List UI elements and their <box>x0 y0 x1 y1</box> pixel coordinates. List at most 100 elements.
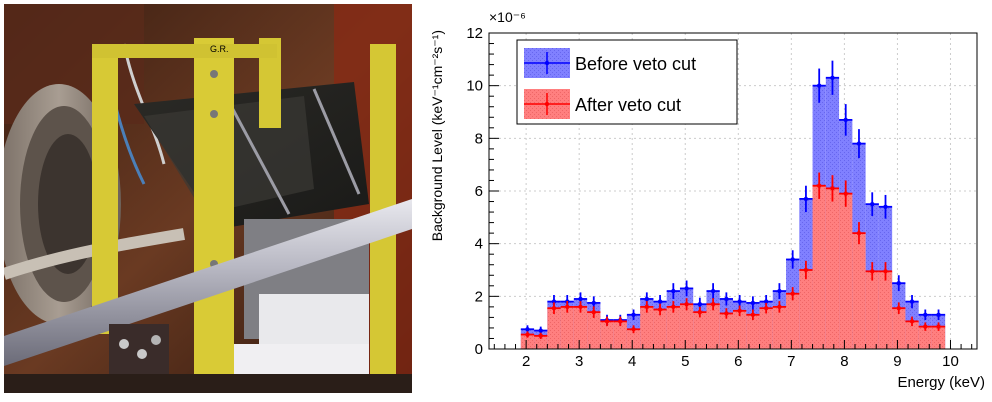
bar-after-veto <box>719 313 733 349</box>
marker <box>737 308 742 314</box>
marker <box>551 305 557 311</box>
background-histogram: 2 3 4 5 6 7 8 9 10 0 2 4 6 8 10 12 ×10⁻⁶ Energy (keV) B… <box>429 9 985 391</box>
marker <box>538 333 543 339</box>
marker <box>538 328 543 333</box>
marker <box>578 296 583 302</box>
point-after-veto <box>733 305 747 317</box>
bar-after-veto <box>786 293 800 349</box>
point-after-veto <box>786 287 800 301</box>
yellow-frame-left <box>92 44 118 334</box>
point-before-veto <box>799 185 813 213</box>
marker <box>936 324 941 329</box>
bar-after-veto <box>520 334 535 349</box>
marker <box>870 201 875 207</box>
marker <box>896 305 901 311</box>
point-after-veto <box>613 316 627 327</box>
marker <box>790 257 795 262</box>
point-before-veto <box>679 280 694 297</box>
point-before-veto <box>666 283 680 299</box>
point-before-veto <box>918 309 932 321</box>
marker <box>843 117 848 123</box>
marker <box>710 302 716 307</box>
detector-photo: G.R. <box>0 4 412 393</box>
marker <box>896 280 901 286</box>
point-after-veto <box>534 332 548 339</box>
marker <box>671 288 676 294</box>
marker <box>657 307 663 312</box>
bar-after-veto <box>746 314 760 349</box>
front-pipe <box>4 199 412 366</box>
bar-after-veto <box>799 270 813 349</box>
bar-after-veto <box>560 306 574 349</box>
histogram-bars <box>520 77 946 350</box>
bar-after-veto <box>865 271 879 349</box>
bar-after-veto <box>573 306 588 349</box>
marker <box>684 286 689 291</box>
point-after-veto <box>693 306 707 318</box>
marker <box>923 312 928 317</box>
marker <box>724 296 729 302</box>
bar-after-veto <box>759 308 773 349</box>
point-after-veto <box>666 301 680 313</box>
bar-after-veto <box>613 321 627 349</box>
marker <box>883 269 888 274</box>
marker <box>909 319 915 324</box>
yellow-frame-center <box>194 38 234 393</box>
x-tick-label: 5 <box>681 353 689 370</box>
point-after-veto <box>520 331 535 338</box>
marker <box>578 304 583 310</box>
marker <box>644 296 650 302</box>
marker <box>750 300 756 306</box>
point-after-veto <box>865 262 879 281</box>
bar-after-veto <box>772 306 787 349</box>
x-tick-label: 8 <box>840 353 848 370</box>
y-tick-label: 10 <box>466 78 483 95</box>
y-tick-label: 8 <box>475 130 483 147</box>
bar-after-veto <box>653 309 667 349</box>
marker <box>631 327 636 332</box>
point-after-veto <box>772 301 787 313</box>
point-after-veto <box>825 175 840 202</box>
y-tick-label: 0 <box>475 341 483 358</box>
point-before-veto <box>892 275 906 292</box>
point-after-veto <box>573 301 588 313</box>
point-after-veto <box>839 180 853 207</box>
marker <box>777 288 782 294</box>
point-before-veto <box>719 292 733 306</box>
y-tick-label: 6 <box>475 183 483 200</box>
marker <box>883 204 888 209</box>
marker <box>724 311 729 316</box>
point-after-veto <box>560 301 574 313</box>
marker <box>551 299 557 304</box>
point-after-veto <box>759 302 773 314</box>
x-tick-label: 4 <box>628 353 636 370</box>
marker <box>830 186 835 191</box>
legend-label-after: After veto cut <box>575 95 681 115</box>
point-before-veto <box>852 129 866 159</box>
marker <box>803 267 809 273</box>
bar-after-veto <box>547 308 561 349</box>
marker <box>936 312 941 317</box>
marker <box>909 299 915 304</box>
legend-label-before: Before veto cut <box>575 54 696 74</box>
marker <box>816 83 822 88</box>
point-before-veto <box>573 292 588 306</box>
point-before-veto <box>905 295 919 309</box>
bar-after-veto <box>905 321 919 349</box>
point-after-veto <box>600 316 614 327</box>
bar-after-veto <box>534 335 548 349</box>
point-after-veto <box>653 303 667 316</box>
bar-after-veto <box>666 306 680 349</box>
marker <box>843 191 848 196</box>
point-after-veto <box>852 222 866 245</box>
point-after-veto <box>918 322 932 331</box>
point-before-veto <box>706 283 720 299</box>
bar-after-veto <box>852 233 866 349</box>
point-before-veto <box>772 283 787 299</box>
y-tick-label: 2 <box>475 288 483 305</box>
point-after-veto <box>905 316 919 327</box>
marker <box>657 299 663 304</box>
marker <box>737 299 742 304</box>
marker <box>591 309 596 315</box>
y-multiplier: ×10⁻⁶ <box>489 9 526 25</box>
